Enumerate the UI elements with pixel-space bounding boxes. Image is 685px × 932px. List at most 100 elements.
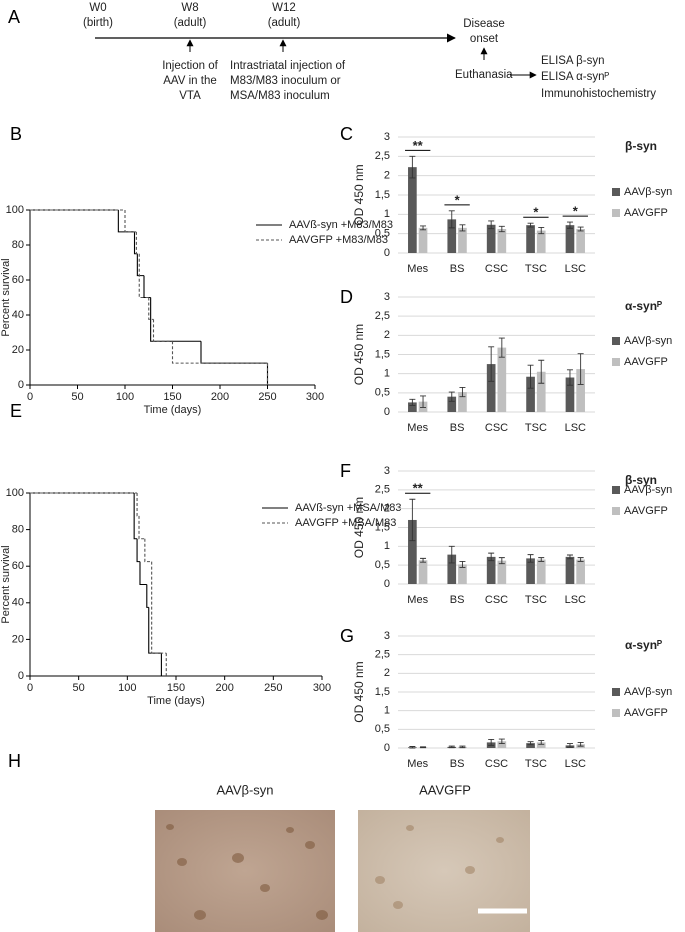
x-tick-label: 300: [306, 391, 324, 403]
error-bar: [498, 337, 505, 358]
event-text: Intrastriatal injection of: [230, 60, 346, 72]
chart-title: α-synᴾ: [625, 638, 662, 652]
error-bar: [488, 346, 495, 382]
error-bar: [527, 741, 534, 746]
x-tick-label: BS: [450, 263, 465, 275]
error-bar: [409, 498, 416, 542]
x-tick-label: TSC: [525, 594, 547, 606]
event-text: AAV in the: [163, 75, 217, 87]
y-tick-label: 0: [384, 742, 390, 754]
bar: [418, 227, 428, 253]
x-tick-label: 100: [116, 391, 134, 403]
error-bar: [538, 740, 545, 745]
y-tick-label: 0: [18, 379, 24, 391]
y-tick-label: 3: [384, 131, 390, 143]
y-tick-label: 1: [384, 705, 390, 717]
legend-swatch: [612, 209, 620, 217]
survival-step: [124, 210, 137, 233]
survival-step: [200, 341, 268, 364]
x-tick-label: 50: [73, 682, 85, 694]
bar: [565, 556, 575, 584]
significance: *: [573, 204, 579, 219]
x-tick-label: Mes: [407, 263, 428, 275]
x-tick-label: LSC: [565, 758, 586, 770]
survival-step: [136, 493, 140, 517]
event-text: VTA: [179, 90, 201, 102]
y-tick-label: 1,5: [375, 348, 390, 360]
y-tick-label: 80: [12, 524, 24, 536]
bar: [497, 229, 507, 253]
legend-label: AAVß-syn +MSA/M83: [295, 502, 401, 514]
y-tick-label: 1: [384, 368, 390, 380]
error-bar: [538, 359, 545, 384]
analysis: ELISA α-synᴾ: [541, 71, 610, 83]
error-bar: [566, 554, 573, 560]
y-axis-title: OD 450 nm: [352, 661, 366, 722]
survival-step: [133, 493, 138, 540]
bar: [458, 227, 467, 253]
legend-label: AAVß-syn +M83/M83: [289, 219, 393, 231]
timeline: A W0 (birth) W8 (adult) W12 (adult) Inje…: [8, 2, 656, 102]
error-bar: [527, 554, 534, 563]
survival-step: [150, 297, 201, 342]
legend-label: AAVβ-syn: [624, 186, 672, 198]
bar: [497, 347, 507, 412]
error-bar: [420, 557, 427, 563]
cells: [166, 824, 328, 920]
chart: F 0 0,5 1 1,5 2 2,5 3 OD 450 nm β-syn Mes ** BS CSC TS…: [340, 461, 672, 606]
y-tick-label: 3: [384, 630, 390, 642]
survival-step: [152, 319, 173, 342]
x-tick-label: 250: [258, 391, 276, 403]
bar: [447, 554, 457, 584]
x-tick-label: BS: [450, 758, 465, 770]
event-text: M83/M83 inoculum or: [230, 75, 341, 87]
micrograph: [358, 810, 530, 932]
y-tick-label: 60: [12, 274, 24, 286]
bar: [536, 559, 546, 584]
survival-step: [139, 561, 147, 586]
y-tick-label: 40: [12, 309, 24, 321]
x-tick-label: CSC: [485, 594, 508, 606]
stage-note: (birth): [83, 17, 113, 29]
error-bar: [538, 227, 545, 235]
legend-label: AAVGFP: [624, 356, 668, 368]
error-bar: [577, 353, 584, 385]
bar: [418, 560, 428, 584]
x-tick-label: LSC: [565, 594, 586, 606]
significance: *: [455, 192, 461, 207]
error-bar: [409, 155, 416, 179]
survival-step: [144, 538, 152, 563]
y-tick-label: 2,5: [375, 484, 390, 496]
x-tick-label: TSC: [525, 263, 547, 275]
bar: [458, 564, 467, 584]
error-bar: [448, 745, 455, 749]
panel-label: H: [8, 751, 21, 771]
error-bar: [488, 220, 495, 230]
chart: G 0 0,5 1 1,5 2 2,5 3 OD 450 nm α-synᴾ Mes BS CSC TSC…: [340, 626, 672, 770]
y-tick-label: 20: [12, 344, 24, 356]
panel-label: C: [340, 124, 353, 144]
bar: [447, 219, 457, 253]
legend-swatch: [612, 507, 620, 515]
y-tick-label: 100: [6, 487, 24, 499]
legend-label: AAVGFP +M83/M83: [289, 234, 388, 246]
y-axis-title: Percent survival: [0, 258, 12, 336]
bar: [486, 556, 496, 584]
bar: [536, 230, 546, 253]
bar: [526, 376, 535, 412]
stage-note: (adult): [174, 17, 207, 29]
x-tick-label: Mes: [407, 422, 428, 434]
event-text: MSA/M83 inoculum: [230, 90, 330, 102]
analysis: Immunohistochemistry: [541, 88, 656, 100]
error-bar: [577, 557, 584, 562]
bar: [576, 369, 585, 412]
bar: [458, 392, 467, 412]
micrographs: H AAVβ-syn AAVGFP: [8, 751, 530, 932]
survival-step: [148, 297, 154, 320]
y-tick-label: 2,5: [375, 310, 390, 322]
event-text: Injection of: [162, 60, 218, 72]
bar: [576, 229, 585, 253]
survival-step: [171, 341, 268, 364]
